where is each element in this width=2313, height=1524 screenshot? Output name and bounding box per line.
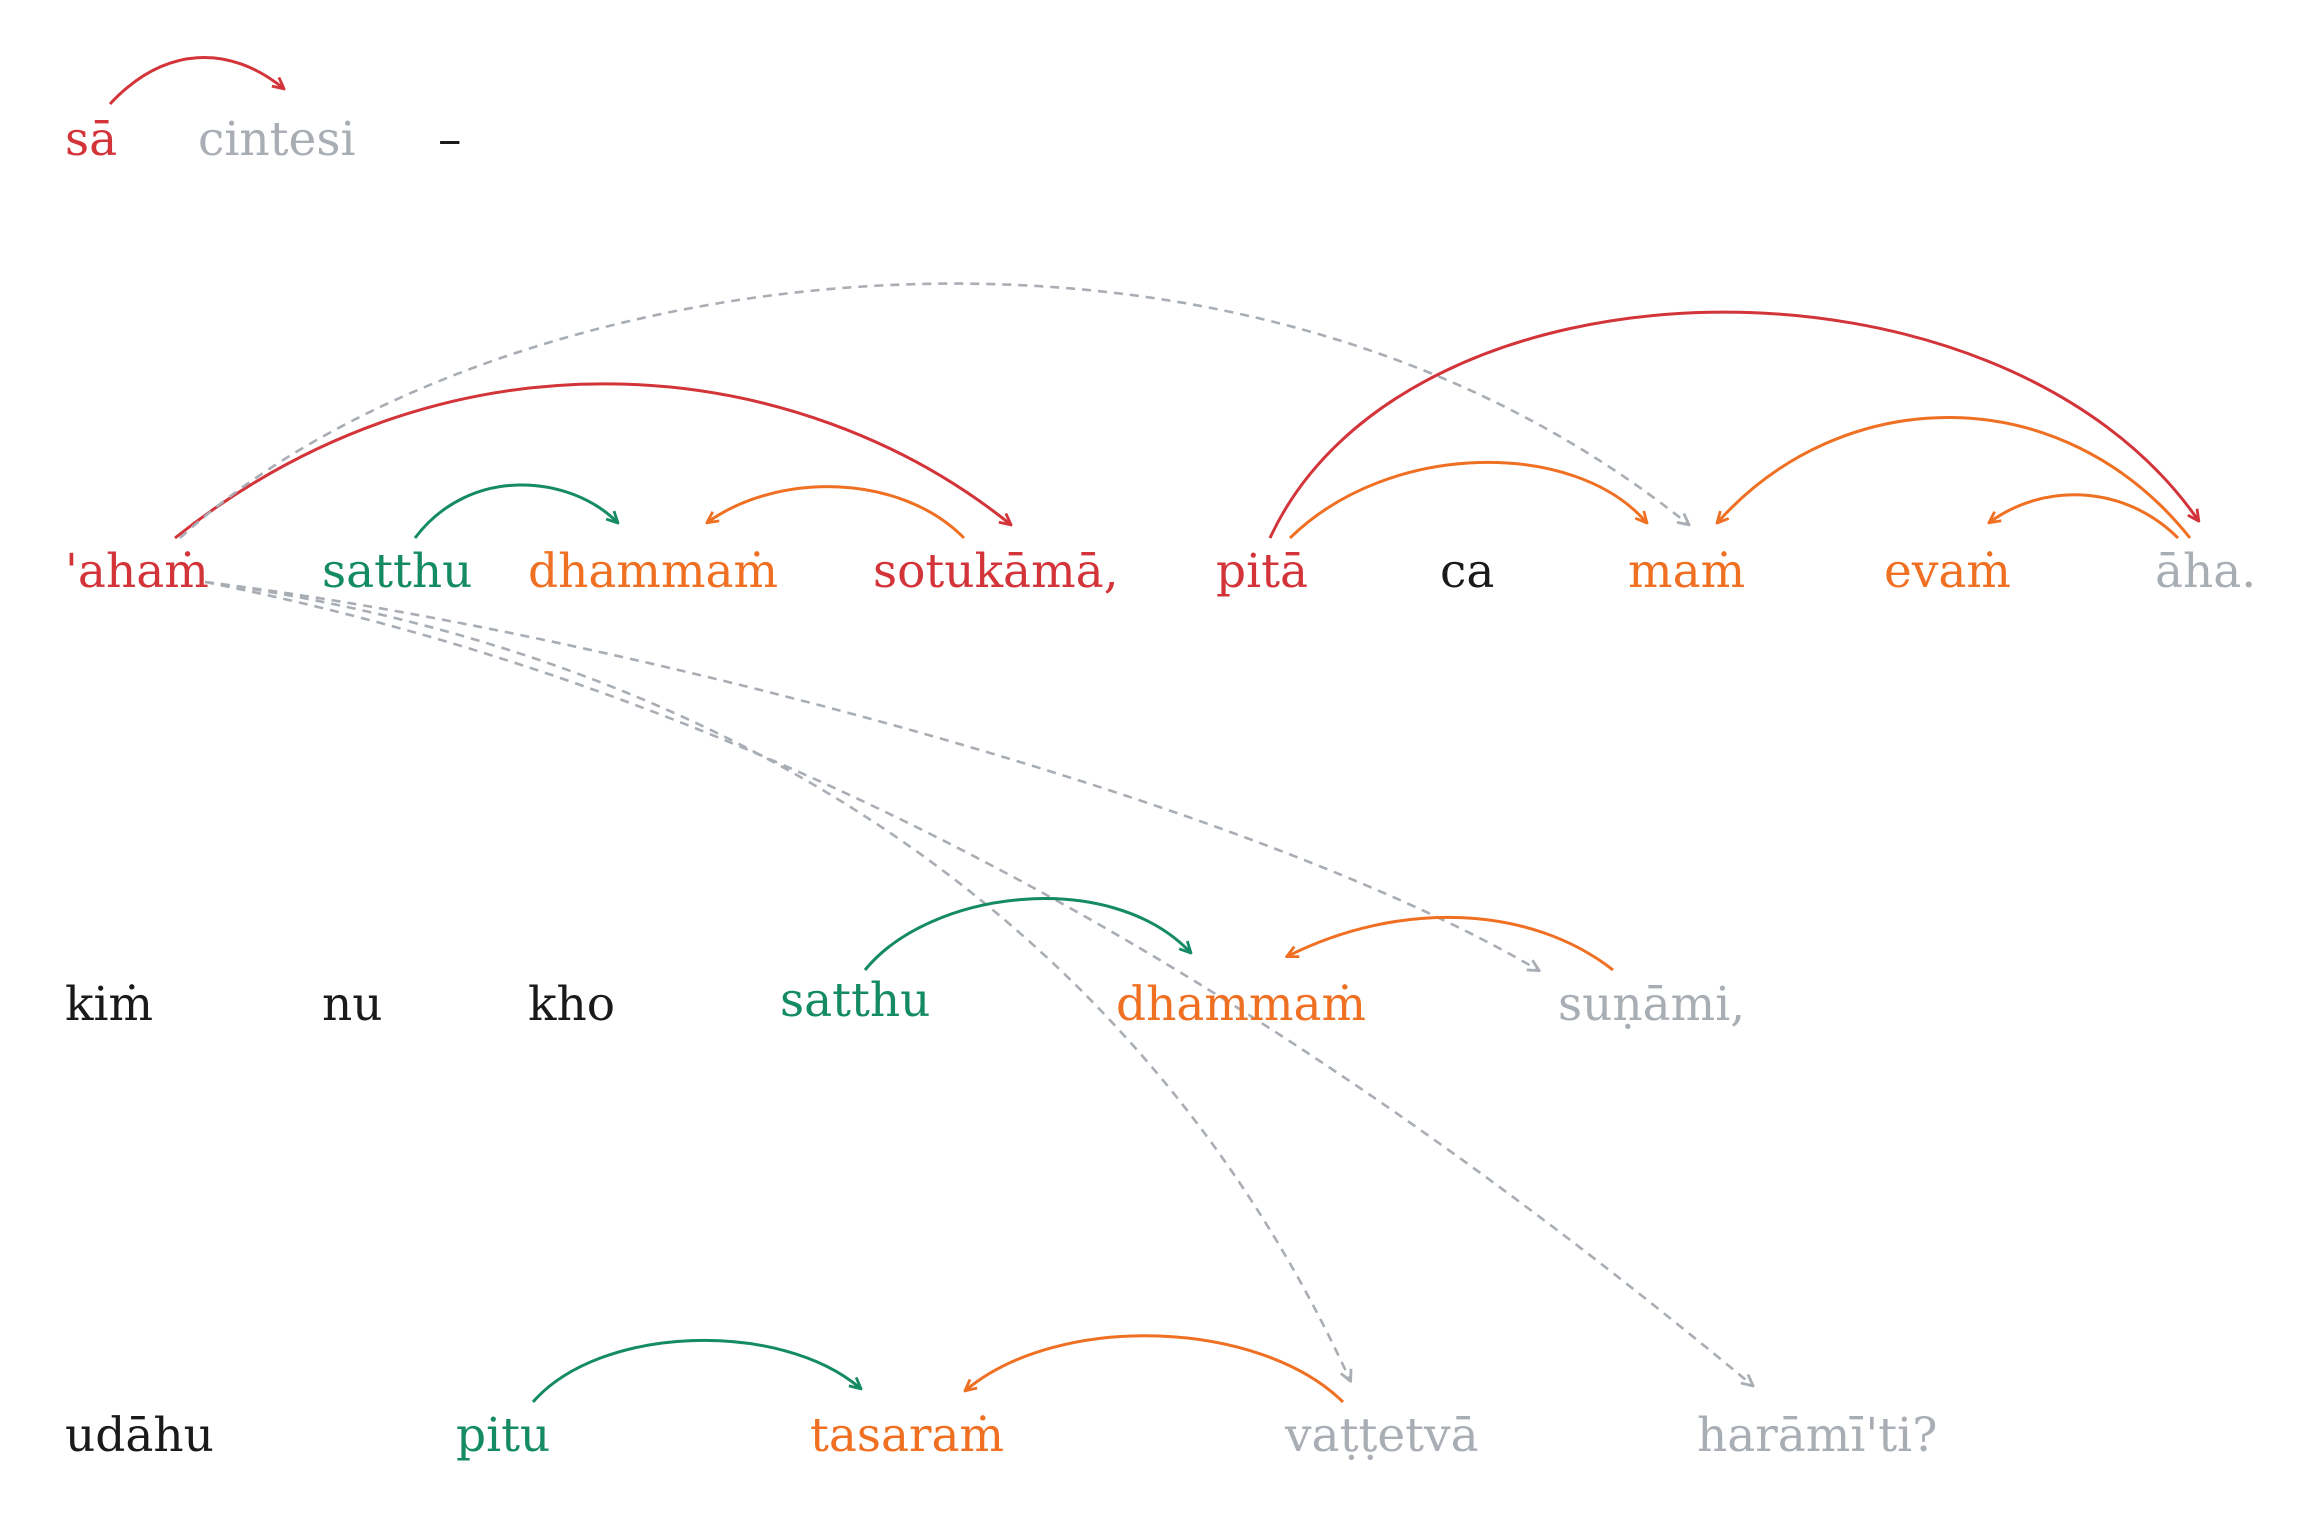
word-nu: nu xyxy=(322,977,383,1032)
word-sunami: suṇāmi, xyxy=(1558,977,1745,1032)
word-sa: sā xyxy=(65,112,117,167)
arc-pita-mam xyxy=(1290,462,1646,538)
arc-aham-sotukama xyxy=(175,384,1010,538)
word-satthu-2: satthu xyxy=(780,973,930,1028)
word-dhammam-2: dhammaṁ xyxy=(1116,977,1366,1032)
word-dash: – xyxy=(438,112,462,167)
word-evam: evaṁ xyxy=(1884,544,2011,599)
arc-sunami-dhammam2 xyxy=(1288,917,1613,970)
word-pita: pitā xyxy=(1216,544,1308,599)
word-ca: ca xyxy=(1440,544,1494,599)
word-haramiti: harāmī'ti? xyxy=(1697,1408,1937,1463)
word-vattetva: vaṭṭetvā xyxy=(1284,1408,1479,1463)
arc-aham-mam xyxy=(180,284,1688,538)
arc-satthu2-dhammam2 xyxy=(865,899,1190,970)
word-mam: maṁ xyxy=(1628,544,1745,599)
arc-sotukama-dhammam1 xyxy=(708,487,964,538)
word-aha: āha. xyxy=(2155,544,2256,599)
arc-satthu1-dhammam1 xyxy=(415,485,617,538)
word-udahu: udāhu xyxy=(65,1408,214,1463)
arc-vattetva-tasaram xyxy=(966,1336,1343,1402)
word-sotukama: sotukāmā, xyxy=(873,544,1119,599)
word-tasaram: tasaraṁ xyxy=(810,1408,1004,1463)
word-cintesi: cintesi xyxy=(198,112,355,167)
arc-aham-haramiti xyxy=(205,582,1752,1385)
arc-aham-sunami xyxy=(205,582,1538,970)
word-pitu: pitu xyxy=(456,1408,550,1463)
word-satthu-1: satthu xyxy=(322,544,472,599)
word-kim: kiṁ xyxy=(65,977,153,1032)
word-dhammam-1: dhammaṁ xyxy=(528,544,778,599)
word-kho: kho xyxy=(528,977,615,1032)
word-aham: 'ahaṁ xyxy=(65,544,209,599)
arc-pitu-tasaram xyxy=(533,1340,860,1402)
arc-sa-cintesi xyxy=(110,58,283,104)
arc-aha-evam xyxy=(1990,495,2178,538)
